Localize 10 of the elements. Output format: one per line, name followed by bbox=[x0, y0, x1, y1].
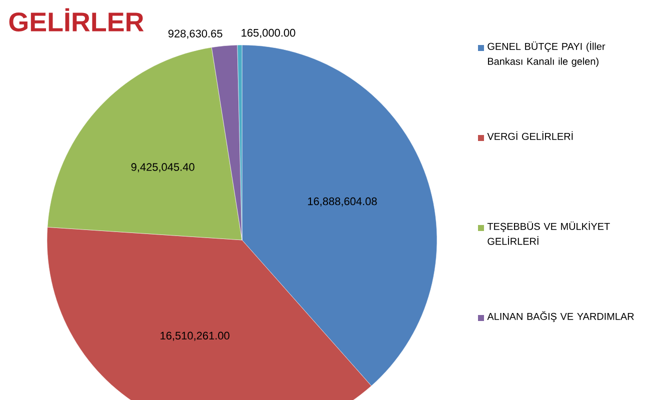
legend-label: VERGİ GELİRLERİ bbox=[487, 131, 573, 140]
legend-label: GENEL BÜTÇE PAYI (İller Bankası Kanalı ile gelen) bbox=[488, 41, 606, 67]
data-label: 165,000.00 bbox=[242, 28, 296, 38]
data-label: 16,888,604.08 bbox=[308, 197, 377, 206]
data-label: 9,425,045.40 bbox=[131, 163, 194, 172]
chart-title: GELİRLER bbox=[9, 8, 144, 32]
data-label: 928,630.65 bbox=[168, 30, 222, 39]
data-label: 16,510,261.00 bbox=[160, 332, 230, 341]
legend-label: ALINAN BAĞIŞ VE YARDIMLAR bbox=[487, 311, 634, 322]
legend-label: TEŞEBBÜS VE MÜLKİYET GELİRLERİ bbox=[487, 221, 610, 245]
